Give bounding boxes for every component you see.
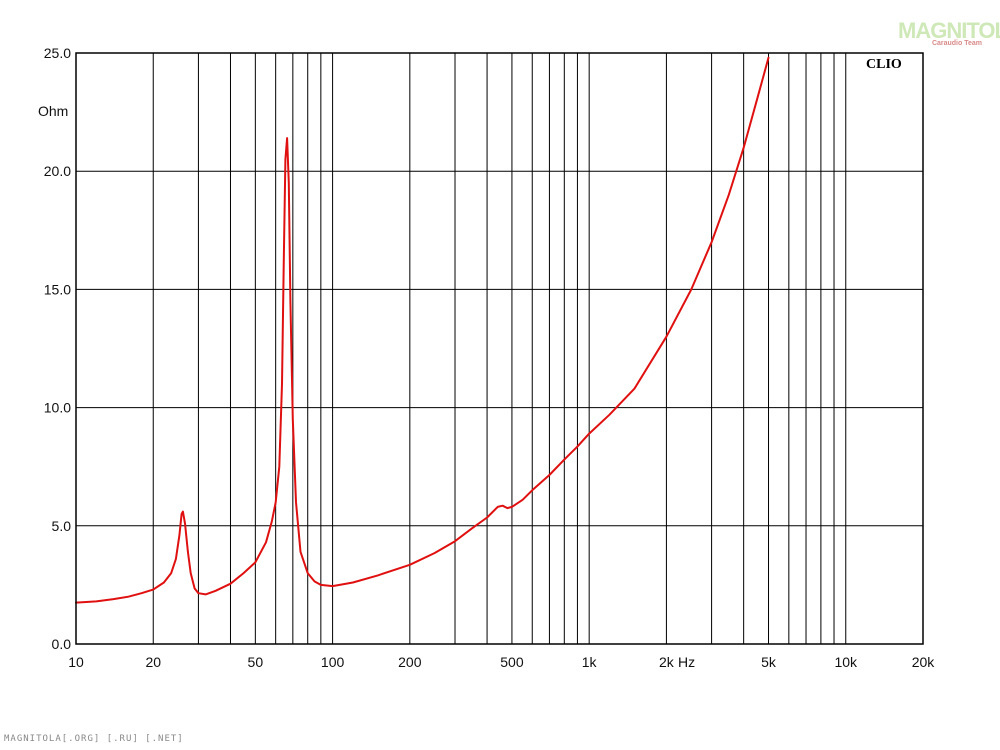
y-tick-label: 15.0 <box>44 281 71 297</box>
x-tick-label: 2k <box>659 654 675 670</box>
x-tick-label: 10k <box>834 654 858 670</box>
y-tick-label: 5.0 <box>52 518 72 534</box>
y-tick-label: 10.0 <box>44 400 71 416</box>
y-axis-label: Ohm <box>38 103 68 119</box>
logo-text: MAGNITOLA <box>898 18 1000 43</box>
y-tick-label: 20.0 <box>44 163 71 179</box>
logo-subtext: Caraudio Team <box>931 40 982 47</box>
plot-frame <box>75 52 924 645</box>
x-tick-label: 100 <box>321 654 345 670</box>
x-tick-labels: 10 20 50 100 200 500 1k 2k 5k 10k 20k <box>68 654 935 670</box>
x-tick-label: 500 <box>500 654 524 670</box>
plot-background <box>76 53 923 644</box>
x-tick-label: 5k <box>761 654 777 670</box>
series-group <box>75 56 770 604</box>
y-tick-label: 0.0 <box>52 636 72 652</box>
magnitola-logo: MAGNITOLA Caraudio Team <box>898 18 1000 50</box>
watermark: MAGNITOLA[.ORG] [.RU] [.NET] <box>4 734 184 744</box>
clio-label: CLIO <box>866 57 902 72</box>
impedance-curve <box>75 56 770 604</box>
x-tick-label: 20k <box>912 654 936 670</box>
y-tick-label: 25.0 <box>44 45 71 61</box>
x-axis-label: Hz <box>678 654 695 670</box>
x-tick-label: 1k <box>582 654 598 670</box>
x-tick-label: 50 <box>248 654 264 670</box>
x-tick-label: 200 <box>398 654 422 670</box>
grid <box>76 53 923 644</box>
x-tick-label: 10 <box>68 654 84 670</box>
x-tick-label: 20 <box>145 654 161 670</box>
y-tick-labels: 0.0 5.0 10.0 15.0 20.0 25.0 <box>44 45 71 652</box>
